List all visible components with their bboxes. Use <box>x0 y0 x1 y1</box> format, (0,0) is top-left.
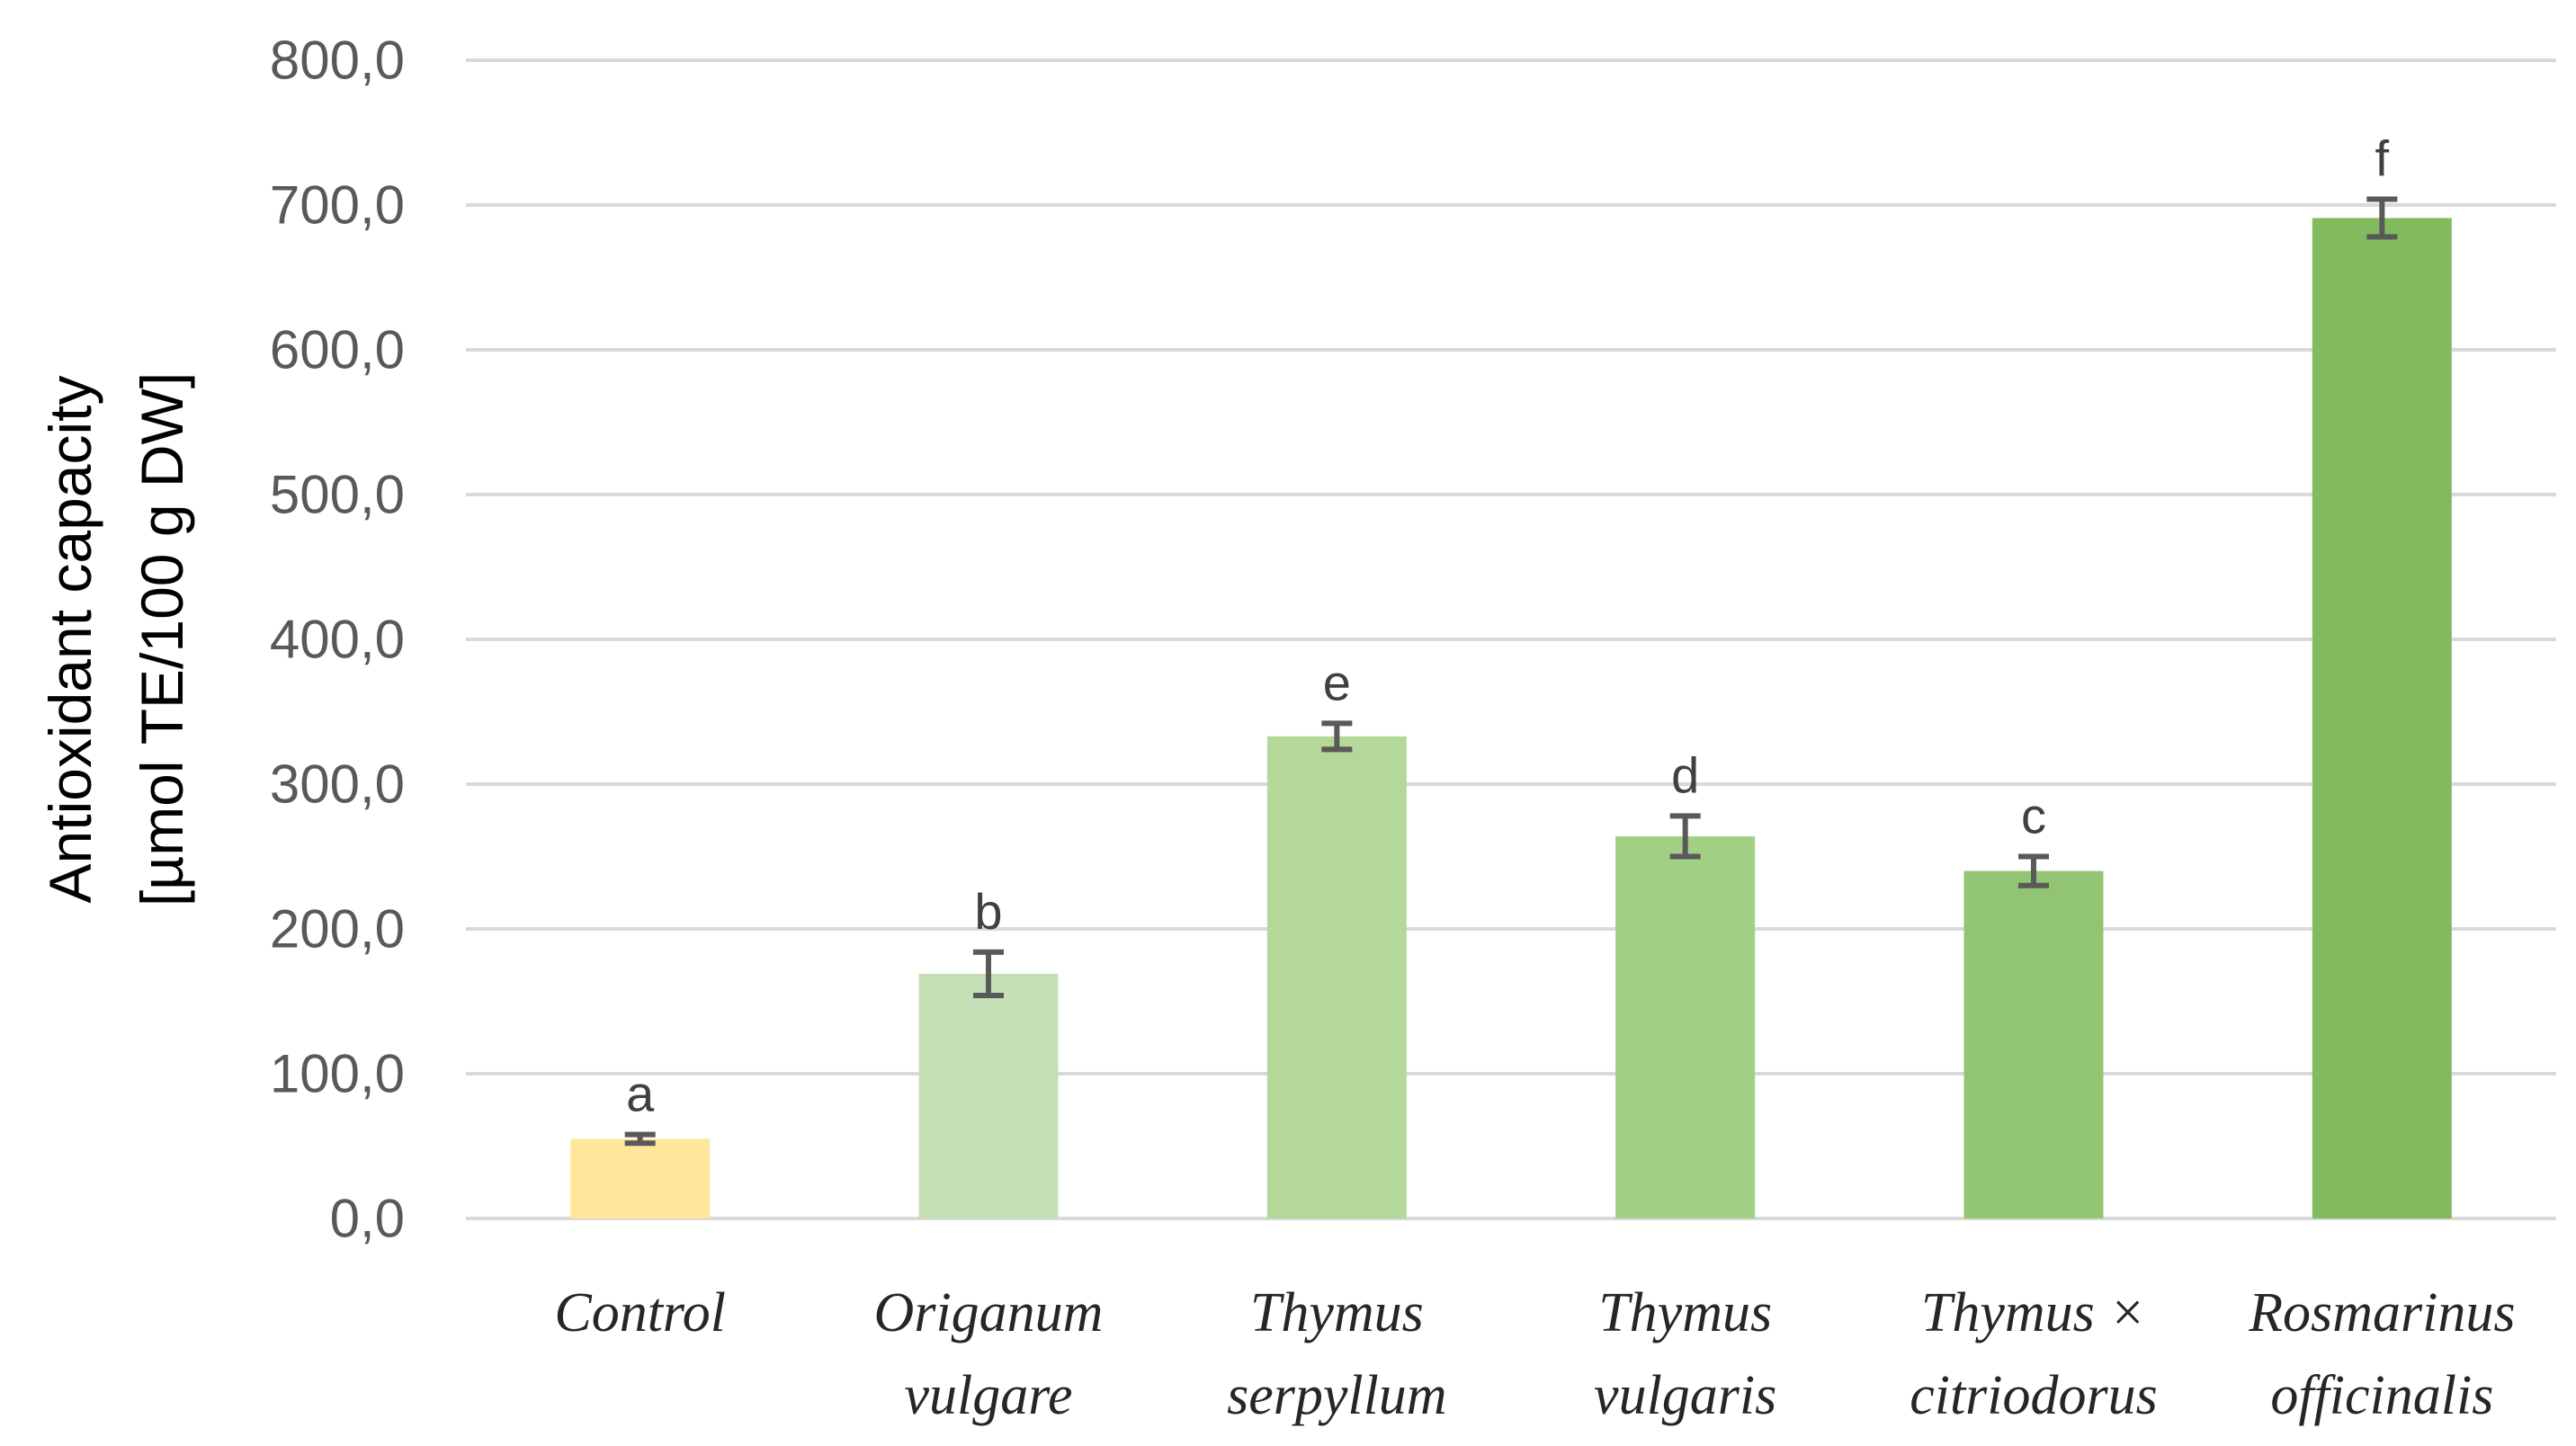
x-tick-label: Control <box>554 1282 726 1343</box>
error-bar <box>1669 813 1701 860</box>
x-tick-label: serpyllum <box>1227 1365 1447 1426</box>
bar <box>570 1138 711 1218</box>
x-tick-label: Origanum <box>874 1282 1104 1343</box>
bar <box>1266 736 1407 1218</box>
x-tick-label: Rosmarinus <box>2248 1282 2515 1343</box>
x-tick-label: citriodorus <box>1910 1365 2158 1426</box>
y-tick-label: 100,0 <box>270 1044 405 1104</box>
error-bar <box>2018 853 2049 888</box>
bar <box>2312 218 2452 1219</box>
bar <box>1963 870 2104 1218</box>
bar <box>1615 835 1756 1218</box>
y-tick-label: 800,0 <box>270 31 405 91</box>
significance-letter: f <box>2375 130 2390 187</box>
bars <box>570 218 2452 1219</box>
y-axis-title-line: Antioxidant capacity <box>37 375 103 903</box>
significance-letters: a b e d c f <box>626 130 2389 1122</box>
gridlines <box>466 58 2556 1220</box>
x-tick-label: Thymus × <box>1921 1282 2146 1343</box>
y-tick-label: 600,0 <box>270 320 405 380</box>
x-tick-label: vulgaris <box>1594 1365 1776 1426</box>
significance-letter: a <box>626 1066 655 1122</box>
significance-letter: c <box>2021 788 2046 844</box>
error-bar <box>973 949 1004 999</box>
y-axis-ticks: 0,0 100,0 200,0 300,0 400,0 500,0 600,0 700,0 80… <box>270 31 405 1249</box>
bar <box>918 973 1059 1218</box>
y-axis-title: Antioxidant capacity [µmol TE/100 g DW] <box>37 372 195 906</box>
x-tick-label: Thymus <box>1250 1282 1424 1343</box>
y-tick-label: 500,0 <box>270 465 405 525</box>
significance-letter: b <box>974 883 1002 940</box>
y-tick-label: 400,0 <box>270 610 405 670</box>
significance-letter: e <box>1323 654 1351 710</box>
x-tick-label: Thymus <box>1598 1282 1772 1343</box>
error-bar <box>2366 196 2398 240</box>
x-tick-label: vulgare <box>904 1365 1072 1426</box>
error-bar <box>1321 720 1353 753</box>
y-tick-label: 700,0 <box>270 175 405 236</box>
significance-letter: d <box>1671 746 1699 803</box>
error-bars <box>624 196 2398 1147</box>
y-axis-title-line: [µmol TE/100 g DW] <box>129 372 195 906</box>
x-axis-categories: Control Origanum vulgare Thymus serpyllum Thy… <box>554 1282 2515 1426</box>
x-tick-label: officinalis <box>2270 1365 2493 1426</box>
error-bar <box>624 1131 656 1147</box>
y-tick-label: 200,0 <box>270 899 405 960</box>
y-tick-label: 0,0 <box>330 1189 405 1249</box>
y-tick-label: 300,0 <box>270 754 405 815</box>
